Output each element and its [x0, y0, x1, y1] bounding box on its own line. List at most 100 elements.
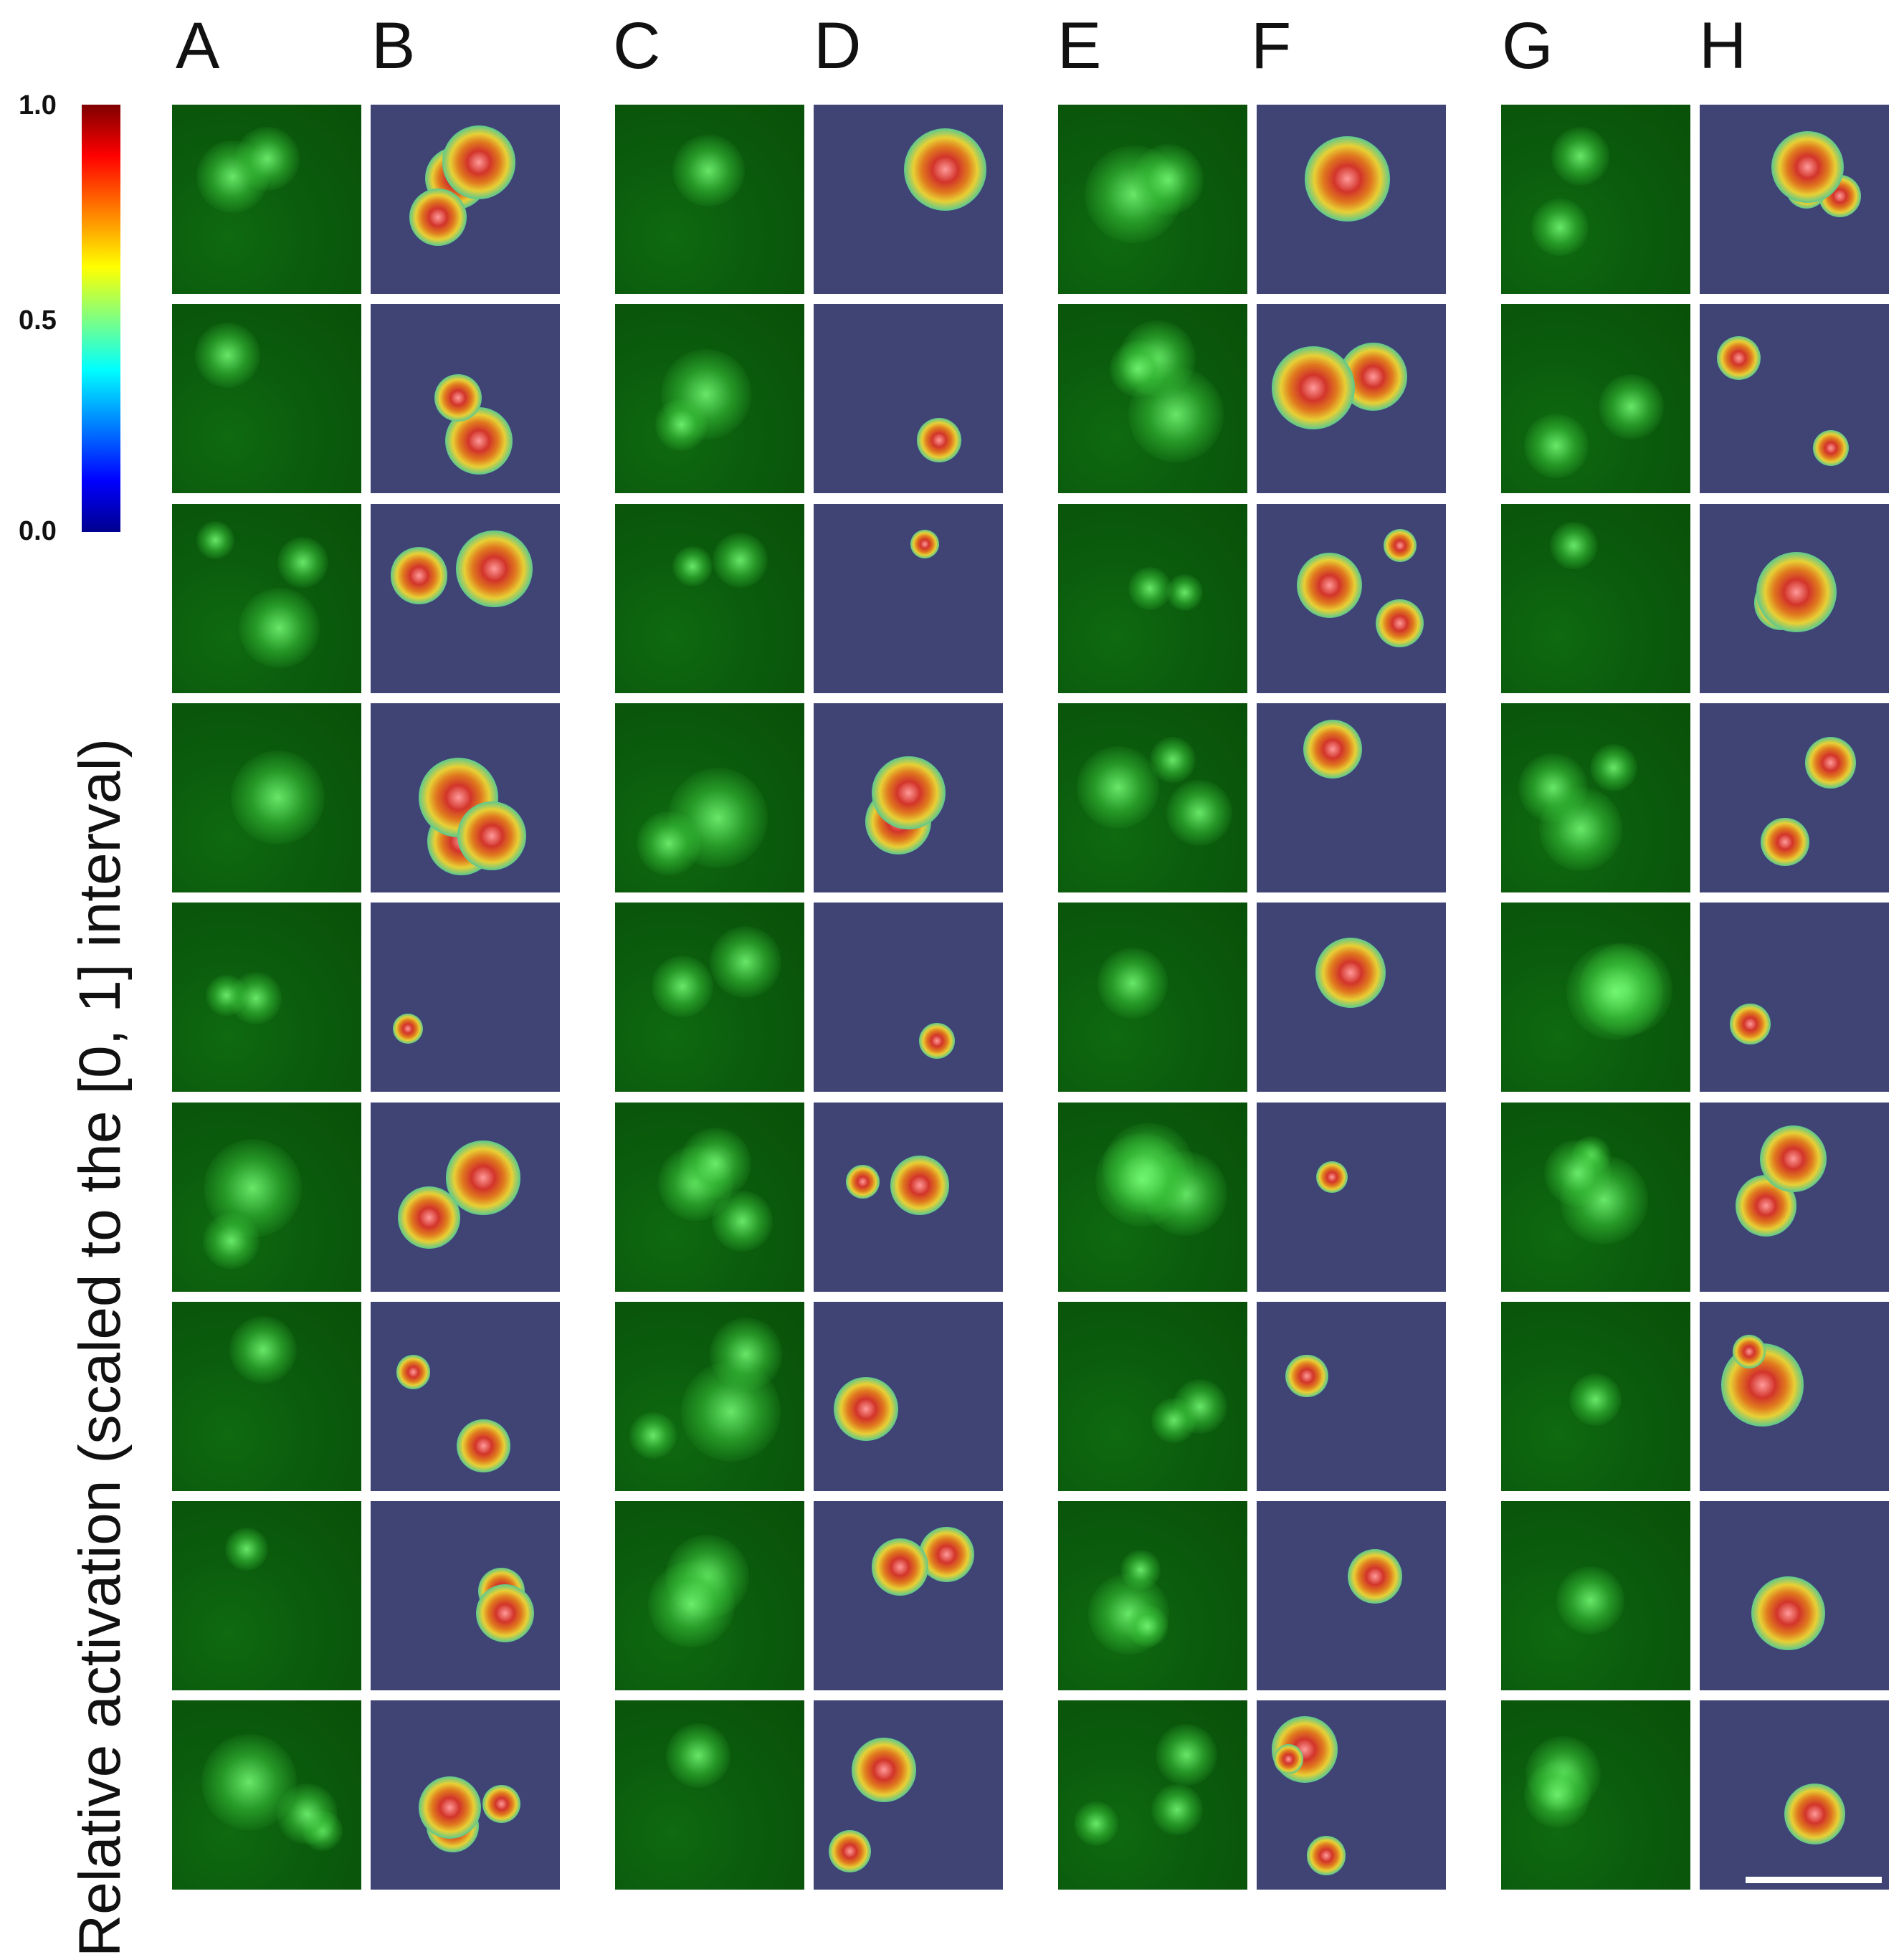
activation-spot	[1274, 1744, 1304, 1774]
panel-g-row-3	[1501, 504, 1690, 693]
fluorescence-spot	[1128, 567, 1172, 610]
activation-spot	[457, 1419, 510, 1473]
panel-g-row-4	[1501, 703, 1690, 892]
fluorescence-spot	[672, 134, 745, 207]
fluorescence-spot	[1074, 1801, 1119, 1846]
colorbar-tick-mid: 0.5	[19, 305, 57, 335]
fluorescence-spot	[1076, 746, 1159, 829]
panel-d-row-6	[814, 1103, 1003, 1292]
activation-spot	[476, 1584, 535, 1643]
activation-spot	[419, 1776, 482, 1839]
column-label-c: C	[613, 9, 661, 82]
column-label-a: A	[176, 9, 220, 82]
fluorescence-spot	[1156, 1723, 1217, 1786]
fluorescence-spot	[1589, 743, 1638, 792]
activation-spot	[434, 374, 482, 422]
activation-spot	[442, 125, 516, 199]
activation-spot	[1304, 136, 1390, 222]
panel-g-row-5	[1501, 903, 1690, 1092]
column-label-f: F	[1251, 9, 1292, 82]
panel-c-row-1	[615, 105, 804, 294]
fluorescence-spot	[1524, 414, 1589, 478]
fluorescence-spot	[713, 533, 768, 588]
panel-a-row-5	[172, 903, 361, 1092]
fluorescence-spot	[1598, 374, 1665, 440]
panel-c-row-6	[615, 1103, 804, 1292]
panel-c-row-3	[615, 504, 804, 693]
column-label-d: D	[814, 9, 862, 82]
panel-g-row-7	[1501, 1302, 1690, 1491]
panel-b-row-6	[371, 1103, 560, 1292]
fluorescence-spot	[1524, 1761, 1591, 1828]
panel-b-row-2	[371, 304, 560, 493]
panel-e-row-9	[1058, 1700, 1247, 1890]
fluorescence-spot	[229, 972, 282, 1024]
fluorescence-spot	[1566, 943, 1664, 1040]
activation-spot	[918, 1022, 955, 1060]
activation-spot	[871, 756, 946, 830]
panel-h-row-5	[1700, 903, 1889, 1092]
activation-spot	[871, 1538, 929, 1596]
fluorescence-spot	[230, 751, 325, 845]
panel-g-row-2	[1501, 304, 1690, 493]
activation-spot	[1303, 720, 1362, 779]
panel-d-row-5	[814, 903, 1003, 1092]
activation-spot	[1784, 1784, 1846, 1845]
panel-b-row-9	[371, 1700, 560, 1890]
panel-d-row-2	[814, 304, 1003, 493]
panel-a-row-4	[172, 703, 361, 892]
activation-spot	[917, 418, 962, 462]
panel-f-row-2	[1257, 304, 1446, 493]
colorbar-tick-min: 0.0	[19, 516, 57, 546]
panel-g-row-9	[1501, 1700, 1690, 1890]
activation-spot	[1376, 599, 1424, 647]
fluorescence-spot	[648, 1561, 735, 1648]
panel-d-row-8	[814, 1501, 1003, 1690]
fluorescence-spot	[651, 955, 714, 1018]
panel-f-row-6	[1257, 1103, 1446, 1292]
activation-spot	[1716, 336, 1761, 381]
column-label-b: B	[371, 9, 416, 82]
panel-f-row-4	[1257, 703, 1446, 892]
panel-h-row-6	[1700, 1103, 1889, 1292]
panel-b-row-7	[371, 1302, 560, 1491]
fluorescence-spot	[1109, 341, 1166, 398]
panel-e-row-3	[1058, 504, 1247, 693]
panel-b-row-4	[371, 703, 560, 892]
panel-d-row-3	[814, 504, 1003, 693]
panel-d-row-1	[814, 105, 1003, 294]
panel-b-row-8	[371, 1501, 560, 1690]
activation-spot	[390, 547, 448, 604]
activation-spot	[456, 530, 533, 607]
fluorescence-spot	[1569, 1373, 1622, 1427]
fluorescence-spot	[665, 1723, 731, 1789]
fluorescence-spot	[1544, 1139, 1612, 1207]
panel-a-row-2	[172, 304, 361, 493]
panel-d-row-4	[814, 703, 1003, 892]
panel-a-row-7	[172, 1302, 361, 1491]
figure: A B C D E F G H 1.0 0.5 0.0 Relative activation…	[19, 9, 1889, 1957]
panel-g-row-8	[1501, 1501, 1690, 1690]
panel-e-row-4	[1058, 703, 1247, 892]
fluorescence-spot	[654, 398, 708, 452]
panel-f-row-3	[1257, 504, 1446, 693]
column-label-g: G	[1502, 9, 1553, 82]
panel-f-row-5	[1257, 903, 1446, 1092]
panel-b-row-1	[371, 105, 560, 294]
panel-e-row-2	[1058, 304, 1247, 493]
panel-h-row-9	[1700, 1700, 1889, 1890]
panel-c-row-8	[615, 1501, 804, 1690]
fluorescence-spot	[1551, 127, 1610, 186]
fluorescence-spot	[672, 546, 713, 586]
activation-spot	[1771, 130, 1844, 204]
fluorescence-spot	[1098, 948, 1168, 1019]
fluorescence-spot	[1538, 787, 1623, 872]
activation-spot	[446, 1141, 520, 1215]
fluorescence-spot	[239, 587, 320, 669]
fluorescence-spot	[277, 536, 328, 588]
fluorescence-spot	[680, 1128, 752, 1200]
activation-spot	[846, 1164, 880, 1199]
activation-spot	[1751, 1576, 1825, 1650]
panel-c-row-4	[615, 703, 804, 892]
fluorescence-spot	[709, 926, 781, 998]
